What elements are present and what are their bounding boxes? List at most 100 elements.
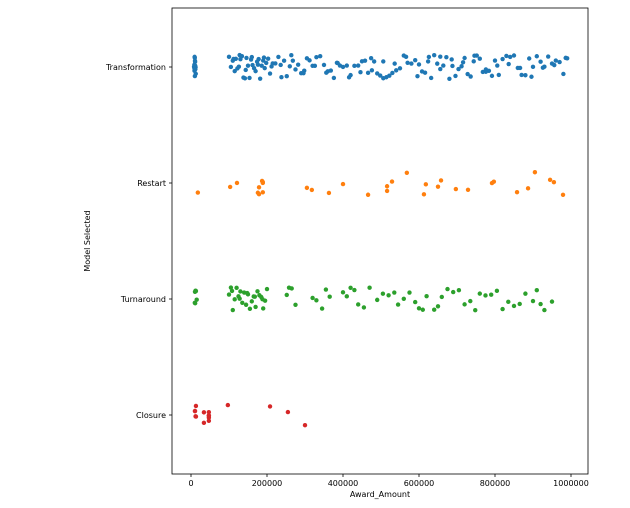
point-transformation <box>245 63 251 68</box>
point-turnaround <box>361 305 367 310</box>
point-transformation <box>344 63 349 68</box>
point-restart <box>525 186 531 191</box>
point-restart <box>304 185 310 191</box>
point-transformation <box>362 58 368 63</box>
point-transformation <box>483 67 489 72</box>
point-transformation <box>340 64 346 70</box>
point-transformation <box>247 75 252 81</box>
point-turnaround <box>323 287 329 292</box>
point-turnaround <box>538 301 543 307</box>
point-turnaround <box>240 300 245 305</box>
point-transformation <box>381 59 386 64</box>
point-transformation <box>552 62 557 68</box>
point-turnaround <box>289 286 294 291</box>
point-transformation <box>489 73 495 79</box>
point-transformation <box>192 54 197 60</box>
point-transformation <box>237 52 242 58</box>
point-turnaround <box>264 286 270 292</box>
point-transformation <box>267 71 273 76</box>
point-transformation <box>432 52 437 58</box>
point-turnaround <box>252 294 258 299</box>
point-transformation <box>471 59 476 64</box>
point-turnaround <box>226 292 232 297</box>
point-turnaround <box>249 299 254 304</box>
point-transformation <box>468 74 473 79</box>
point-turnaround <box>462 302 467 307</box>
point-turnaround <box>401 296 406 302</box>
point-turnaround <box>432 307 437 312</box>
point-restart <box>532 170 538 175</box>
point-transformation <box>365 70 371 76</box>
point-transformation <box>426 54 432 60</box>
point-closure <box>206 418 212 424</box>
point-transformation <box>538 59 543 64</box>
point-restart <box>435 184 441 189</box>
point-transformation <box>415 73 420 79</box>
point-turnaround <box>468 298 473 304</box>
point-turnaround <box>445 286 450 292</box>
point-turnaround <box>348 285 353 290</box>
point-transformation <box>290 58 296 63</box>
point-transformation <box>563 55 568 61</box>
point-transformation <box>495 63 500 68</box>
point-transformation <box>496 72 501 78</box>
point-transformation <box>289 53 294 58</box>
point-turnaround <box>245 290 250 296</box>
point-transformation <box>321 62 327 68</box>
point-restart <box>421 192 427 197</box>
point-transformation <box>259 63 264 68</box>
point-turnaround <box>261 306 266 311</box>
point-turnaround <box>511 303 517 309</box>
point-turnaround <box>380 291 386 296</box>
point-transformation <box>438 54 443 59</box>
point-transformation <box>511 53 517 58</box>
point-restart <box>309 187 315 193</box>
point-turnaround <box>517 301 522 307</box>
x-tick-label: 200000 <box>252 479 283 488</box>
point-transformation <box>331 75 337 81</box>
point-restart <box>260 190 266 195</box>
y-tick-label: Turnaround <box>120 295 166 304</box>
point-transformation <box>527 56 532 61</box>
point-transformation <box>422 70 428 75</box>
point-turnaround <box>228 285 234 290</box>
point-turnaround <box>192 301 198 306</box>
point-restart <box>404 170 410 176</box>
point-transformation <box>459 64 464 69</box>
point-transformation <box>265 56 271 61</box>
point-transformation <box>352 63 357 69</box>
x-tick-label: 0 <box>188 479 193 488</box>
point-transformation <box>387 73 392 78</box>
point-transformation <box>307 58 312 63</box>
point-turnaround <box>255 289 260 294</box>
point-transformation <box>392 61 397 66</box>
point-turnaround <box>500 306 505 312</box>
point-restart <box>384 188 390 194</box>
point-transformation <box>435 61 440 66</box>
point-turnaround <box>451 289 456 295</box>
point-transformation <box>232 68 237 74</box>
x-tick-label: 1000000 <box>553 479 589 488</box>
point-transformation <box>534 54 539 59</box>
point-transformation <box>465 71 470 77</box>
point-transformation <box>301 70 306 76</box>
point-turnaround <box>375 297 380 303</box>
point-closure <box>302 422 308 428</box>
point-closure <box>193 414 199 419</box>
point-restart <box>326 190 332 196</box>
point-transformation <box>416 62 422 67</box>
point-transformation <box>508 54 513 60</box>
point-turnaround <box>392 290 397 295</box>
point-turnaround <box>530 298 536 304</box>
point-transformation <box>314 54 319 60</box>
point-transformation <box>249 54 254 60</box>
x-tick-label: 600000 <box>404 479 435 488</box>
point-transformation <box>477 56 482 61</box>
point-transformation <box>540 65 546 70</box>
point-transformation <box>228 64 234 70</box>
point-transformation <box>255 62 261 67</box>
point-turnaround <box>247 306 253 311</box>
point-turnaround <box>232 297 237 302</box>
point-transformation <box>517 65 523 71</box>
point-turnaround <box>424 293 429 299</box>
